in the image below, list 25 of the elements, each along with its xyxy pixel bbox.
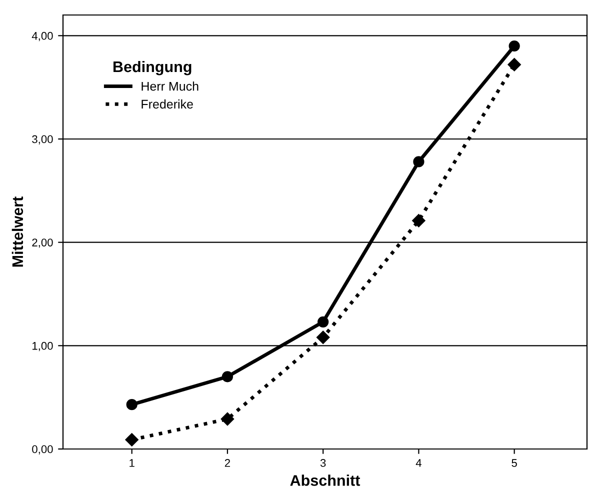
x-tick-label: 3: [320, 459, 326, 467]
x-tick-label: 5: [512, 459, 517, 467]
legend-label: Herr Much: [142, 82, 198, 91]
point: [413, 156, 424, 168]
x-tick-label: 1: [130, 459, 134, 467]
y-tick-label: 4,00: [32, 32, 53, 42]
legend-title: Bedingung: [114, 60, 192, 76]
point: [220, 412, 234, 426]
y-tick-label: 0,00: [32, 445, 53, 454]
point: [508, 40, 520, 52]
x-tick-label: 4: [416, 459, 422, 467]
point: [222, 371, 234, 382]
point: [508, 58, 521, 72]
x-tick-label: 2: [224, 459, 230, 467]
point: [126, 399, 138, 410]
point: [125, 433, 138, 446]
y-tick-label: 1,00: [32, 342, 53, 352]
point: [316, 330, 330, 344]
point: [318, 316, 329, 328]
point: [412, 214, 426, 228]
legend-label: Frederike: [142, 99, 193, 109]
y-tick-label: 3,00: [32, 135, 53, 144]
y-axis-title: Mittelwert: [12, 196, 24, 267]
y-tick-label: 2,00: [32, 238, 53, 248]
x-axis-title: Abschnitt: [290, 474, 360, 486]
